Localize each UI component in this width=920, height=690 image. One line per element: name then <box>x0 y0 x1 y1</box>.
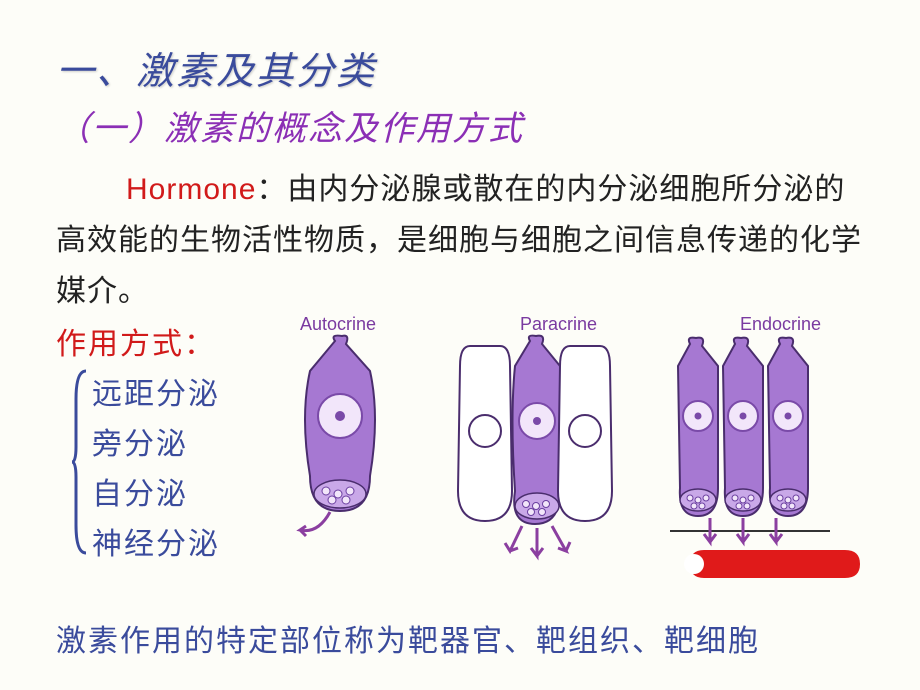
autocrine-label: Autocrine <box>300 316 376 334</box>
secretion-diagram: Autocrine Paracrine Endocrine <box>270 316 880 596</box>
slide-title: 一、激素及其分类 <box>56 40 870 95</box>
footer-pre: 激素作用的特定部位称为 <box>56 625 408 658</box>
footer-targets: 靶器官、靶组织、靶细胞 <box>408 625 760 658</box>
paracrine-cells <box>458 336 612 556</box>
endocrine-cells <box>670 338 860 578</box>
definition-text: Hormone：由内分泌腺或散在的内分泌细胞所分泌的高效能的生物活性物质，是细胞… <box>56 164 870 317</box>
endocrine-label: Endocrine <box>740 316 821 334</box>
footer-text: 激素作用的特定部位称为靶器官、靶组织、靶细胞 <box>56 616 760 660</box>
paracrine-label: Paracrine <box>520 316 597 334</box>
autocrine-cell <box>300 336 375 536</box>
slide-subtitle: （一）激素的概念及作用方式 <box>56 101 870 150</box>
brace-icon <box>70 369 88 555</box>
hormone-keyword: Hormone <box>126 173 256 206</box>
